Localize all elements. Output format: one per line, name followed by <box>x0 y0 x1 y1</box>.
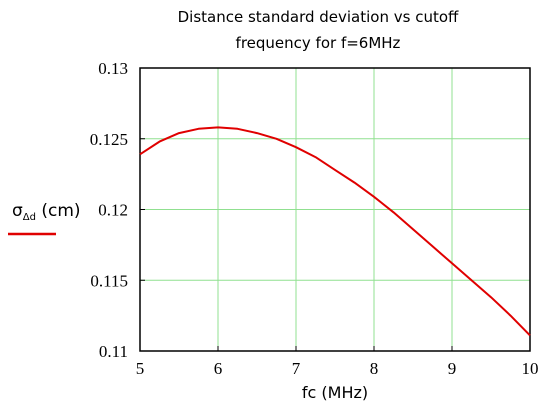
y-axis-symbol: σ <box>12 201 23 221</box>
y-axis-subscript: Δd <box>23 212 36 223</box>
y-tick-label: 0.13 <box>98 59 128 78</box>
x-axis-label: fc (MHz) <box>302 383 368 402</box>
grid <box>140 68 530 351</box>
x-tick-label: 9 <box>448 359 457 378</box>
chart-title-line-2: frequency for f=6MHz <box>236 34 401 52</box>
x-tick-label: 6 <box>214 359 223 378</box>
y-axis-unit: (cm) <box>36 201 81 221</box>
x-tick-labels: 5 6 7 8 9 10 <box>136 359 539 378</box>
y-tick-labels: 0.11 0.115 0.12 0.125 0.13 <box>90 59 128 361</box>
x-tick-label: 7 <box>292 359 301 378</box>
x-tick-label: 8 <box>370 359 379 378</box>
tick-marks <box>139 67 531 352</box>
y-tick-label: 0.12 <box>98 201 128 220</box>
y-tick-label: 0.115 <box>90 271 128 290</box>
x-tick-label: 10 <box>522 359 539 378</box>
series-layer <box>139 126 531 337</box>
x-tick-label: 5 <box>136 359 145 378</box>
series-line <box>139 126 531 337</box>
y-axis-label: σΔd (cm) <box>12 201 81 223</box>
chart-title-line-1: Distance standard deviation vs cutoff <box>178 8 459 26</box>
y-tick-label: 0.11 <box>99 342 128 361</box>
y-tick-label: 0.125 <box>90 130 128 149</box>
